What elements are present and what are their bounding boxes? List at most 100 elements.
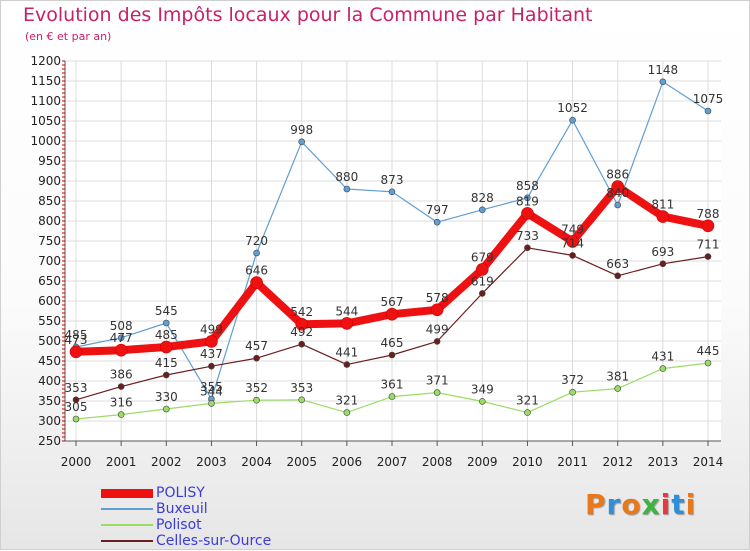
data-point-polisot [433, 389, 441, 396]
data-point-celles-sur-ource [569, 252, 576, 259]
legend-item-polisy: POLISY [101, 485, 271, 501]
data-label-celles-sur-ource: 492 [290, 325, 313, 339]
data-point-polisy [385, 307, 399, 321]
x-tick-label: 2010 [512, 455, 543, 469]
x-tick-label: 2009 [467, 455, 498, 469]
data-point-buxeuil [343, 185, 351, 193]
x-tick-label: 2008 [422, 455, 453, 469]
data-point-polisot [117, 411, 125, 418]
data-point-celles-sur-ource [298, 340, 306, 348]
data-point-polisot [569, 388, 576, 396]
data-point-buxeuil [704, 107, 712, 115]
data-point-polisot [388, 393, 396, 400]
legend-item-celles-sur-ource: Celles-sur-Ource [101, 533, 271, 549]
y-tick-label: 400 [38, 374, 61, 388]
data-point-celles-sur-ource [478, 290, 486, 297]
data-label-celles-sur-ource: 415 [155, 356, 178, 370]
data-label-polisot: 305 [65, 400, 88, 414]
data-point-polisy [701, 219, 715, 233]
proxiti-logo: Proxiti [585, 488, 696, 521]
y-tick-label: 350 [38, 394, 61, 408]
data-label-celles-sur-ource: 457 [245, 339, 268, 353]
legend-label-buxeuil: Buxeuil [156, 501, 208, 517]
data-point-buxeuil [659, 78, 667, 86]
chart-subtitle: (en € et par an) [25, 30, 112, 43]
data-point-celles-sur-ource [253, 354, 260, 362]
data-label-celles-sur-ource: 619 [471, 274, 494, 288]
data-label-polisy: 499 [200, 322, 223, 336]
data-label-celles-sur-ource: 499 [426, 322, 449, 336]
data-point-buxeuil [162, 319, 170, 327]
logo-letter: P [585, 488, 607, 521]
data-point-polisy [295, 317, 309, 331]
legend-label-celles-sur-ource: Celles-sur-Ource [156, 533, 272, 549]
y-tick-label: 750 [38, 234, 61, 248]
y-tick-label: 500 [38, 334, 61, 348]
data-label-polisy: 567 [381, 295, 404, 309]
chart-title: Evolution des Impôts locaux pour la Comm… [23, 4, 593, 26]
data-point-polisy [159, 340, 173, 354]
data-point-polisy [430, 303, 444, 317]
data-point-polisot [704, 359, 712, 367]
y-tick-label: 800 [38, 214, 61, 228]
y-tick-label: 550 [38, 314, 61, 328]
x-tick-label: 2000 [61, 455, 92, 469]
x-tick-label: 2014 [693, 455, 724, 469]
data-point-polisy [566, 235, 579, 248]
data-label-polisy: 679 [471, 250, 494, 264]
data-label-polisy: 819 [516, 194, 539, 208]
data-point-buxeuil [433, 218, 441, 226]
data-point-celles-sur-ource [208, 362, 215, 370]
legend-item-buxeuil: Buxeuil [101, 501, 271, 517]
data-label-polisy: 477 [110, 331, 133, 345]
data-label-polisot: 361 [381, 378, 404, 392]
data-label-polisy: 542 [290, 305, 313, 319]
logo-letter: r [606, 488, 622, 521]
data-point-polisot [208, 400, 215, 407]
data-point-celles-sur-ource [614, 272, 622, 280]
y-tick-label: 1100 [30, 94, 61, 108]
data-point-buxeuil [569, 116, 576, 124]
data-label-buxeuil: 1052 [557, 101, 588, 115]
y-tick-label: 450 [38, 354, 61, 368]
legend: POLISY Buxeuil Polisot Celles-sur-Ource [101, 485, 271, 549]
x-tick-label: 2011 [557, 455, 588, 469]
data-label-polisot: 445 [697, 344, 720, 358]
legend-swatch-buxeuil [101, 508, 153, 510]
y-tick-label: 600 [38, 294, 61, 308]
data-point-polisot [524, 409, 531, 416]
x-tick-label: 2002 [151, 455, 182, 469]
data-label-buxeuil: 508 [110, 319, 133, 333]
data-label-polisy: 544 [335, 304, 358, 318]
data-point-buxeuil [478, 206, 486, 214]
data-label-buxeuil: 880 [335, 170, 358, 184]
data-label-celles-sur-ource: 714 [561, 236, 584, 250]
logo-letter: i [685, 488, 697, 521]
x-tick-label: 2005 [286, 455, 317, 469]
data-point-polisy [611, 180, 625, 193]
data-point-polisot [614, 385, 622, 392]
y-tick-label: 900 [38, 174, 61, 188]
x-tick-label: 2006 [332, 455, 363, 469]
y-tick-label: 1000 [30, 134, 61, 148]
legend-label-polisot: Polisot [156, 517, 202, 533]
data-point-celles-sur-ource [117, 383, 125, 390]
data-label-polisot: 349 [471, 382, 494, 396]
data-label-polisot: 353 [290, 381, 313, 395]
data-label-celles-sur-ource: 353 [65, 381, 88, 395]
logo-letter: x [641, 488, 661, 521]
x-tick-label: 2004 [241, 455, 272, 469]
data-label-buxeuil: 355 [200, 380, 223, 394]
data-label-polisot: 381 [606, 370, 629, 384]
data-label-polisy: 485 [155, 328, 178, 342]
data-point-polisy [205, 335, 218, 348]
data-point-polisot [478, 398, 486, 405]
data-point-celles-sur-ource [524, 244, 531, 252]
data-point-buxeuil [614, 201, 622, 209]
data-label-polisot: 321 [335, 394, 358, 408]
data-label-polisot: 344 [200, 384, 223, 398]
data-point-polisot [298, 396, 306, 404]
logo-letter: t [671, 488, 686, 521]
